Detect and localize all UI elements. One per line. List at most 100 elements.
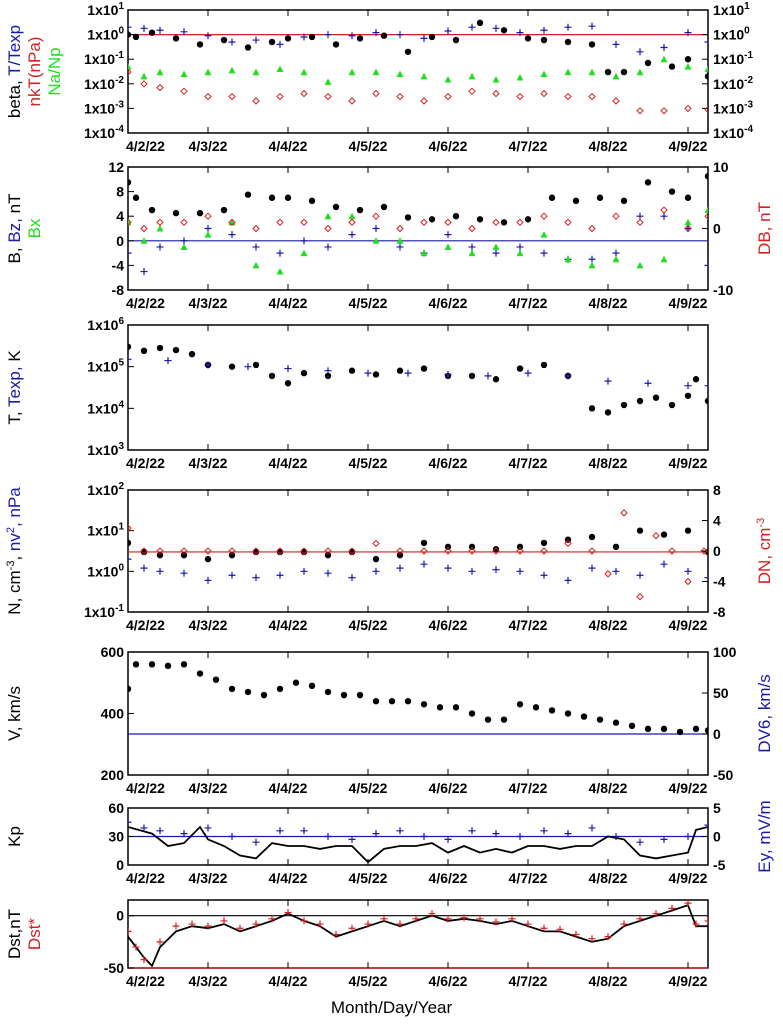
point-p4-s1-10 (348, 574, 356, 582)
left-tick-label: 600 (101, 644, 125, 660)
point-p1-s2-10 (348, 68, 356, 76)
right-tick-label: -5 (713, 857, 726, 873)
point-p3-s1-14 (684, 382, 692, 390)
point-p7-s1-29 (556, 925, 564, 933)
point-p1-s2-16 (492, 75, 500, 83)
point-p3-s0-20 (540, 361, 548, 369)
point-p3-s1-11 (564, 372, 572, 380)
point-p4-s1-8 (300, 567, 308, 575)
panel-7-series (128, 900, 708, 968)
point-p2-s1-6 (252, 243, 260, 251)
point-p4-s2-24 (652, 532, 660, 540)
point-p6-s1-20 (588, 824, 596, 832)
point-p3-s1-4 (284, 365, 292, 373)
point-p2-s0-22 (620, 197, 628, 205)
point-p1-s3-20 (588, 92, 596, 101)
x-tick-label: 4/4/22 (269, 780, 308, 796)
point-p1-s0-0 (128, 31, 132, 38)
point-p1-s2-0 (128, 63, 132, 70)
point-p4-s2-27 (700, 547, 708, 555)
point-p1-s1-5 (228, 38, 236, 46)
point-p6-s1-12 (396, 827, 404, 835)
x-tick-label: 4/2/22 (126, 295, 165, 311)
point-p5-s0-28 (564, 710, 572, 717)
point-p1-s1-25 (704, 38, 708, 46)
point-p4-s0-4 (204, 555, 212, 563)
point-p7-s1-4 (156, 938, 164, 946)
point-p4-s0-22 (636, 527, 644, 534)
point-p5-s0-17 (388, 698, 396, 705)
panel-2-left-label-2: Bx (25, 218, 44, 238)
x-tick-label: 4/6/22 (429, 870, 468, 886)
point-p7-s1-21 (428, 910, 436, 918)
point-p5-s0-34 (660, 725, 668, 733)
point-p1-s3-0 (128, 68, 132, 76)
point-p4-s1-11 (372, 567, 380, 575)
panel-7-left-label-2: Dst* (25, 918, 44, 951)
point-p1-s0-16 (476, 19, 484, 27)
point-p2-s0-11 (356, 206, 364, 214)
point-p3-s0-2 (156, 344, 164, 352)
x-tick-label: 4/3/22 (189, 455, 228, 471)
point-p4-s2-7 (276, 547, 284, 555)
point-p4-s0-0 (128, 539, 132, 547)
point-p5-s0-24 (500, 716, 508, 723)
point-p1-s0-25 (668, 63, 676, 70)
right-tick-label: -4 (713, 574, 726, 590)
right-tick-label: 0 (713, 543, 721, 559)
point-p2-s2-9 (324, 212, 332, 220)
point-p3-s0-28 (684, 392, 692, 399)
point-p4-s1-1 (140, 564, 148, 572)
point-p2-s1-21 (612, 249, 620, 257)
point-p2-s2-4 (204, 231, 212, 238)
point-p5-s0-13 (324, 688, 332, 696)
point-p3-s0-30 (704, 397, 708, 405)
point-p4-s1-13 (420, 560, 428, 568)
point-p2-s3-24 (684, 224, 692, 233)
right-tick-label: 1x101 (713, 1, 750, 18)
left-tick-label: 0 (116, 908, 124, 924)
point-p4-s2-21 (604, 570, 612, 578)
point-p5-s1-17 (397, 835, 404, 842)
point-p4-s0-14 (444, 543, 452, 551)
point-p5-s1-24 (509, 836, 516, 843)
point-p1-s0-7 (268, 38, 276, 46)
point-p7-s1-7 (204, 922, 212, 930)
point-p2-s3-1 (140, 224, 148, 233)
x-tick-label: 4/6/22 (429, 295, 468, 311)
right-tick-label: 4 (713, 513, 721, 529)
point-p2-s3-3 (180, 218, 188, 227)
point-p3-s1-12 (604, 377, 612, 385)
point-p1-s3-1 (140, 80, 148, 88)
point-p5-s1-25 (525, 821, 532, 828)
point-p1-s2-6 (252, 68, 260, 76)
point-p2-s0-15 (452, 213, 460, 220)
point-p3-s0-17 (468, 372, 476, 380)
point-p4-s2-1 (140, 547, 148, 555)
point-p1-s1-3 (180, 28, 188, 36)
point-p2-s0-24 (668, 188, 676, 195)
point-p1-s1-16 (492, 24, 500, 32)
point-p5-s0-32 (628, 722, 636, 729)
point-p1-s0-19 (540, 36, 548, 44)
panel-6-right-label: Ey, mV/m (755, 800, 774, 872)
x-tick-label: 4/3/22 (189, 138, 228, 154)
point-p1-s1-18 (540, 26, 548, 34)
point-p4-s0-17 (516, 543, 524, 551)
point-p2-s0-7 (268, 194, 276, 201)
x-tick-label: 4/8/22 (589, 617, 628, 633)
point-p3-s0-26 (652, 394, 660, 401)
right-tick-label: 10 (713, 159, 729, 175)
point-p7-s1-27 (524, 920, 532, 928)
point-p1-s0-20 (564, 38, 572, 46)
point-p1-s0-6 (244, 44, 252, 51)
point-p3-s0-9 (284, 380, 292, 387)
point-p1-s2-11 (372, 68, 380, 76)
x-tick-label: 4/9/22 (669, 617, 708, 633)
x-tick-label: 4/2/22 (126, 973, 165, 989)
point-p7-s1-20 (412, 915, 420, 923)
point-p2-s0-0 (128, 179, 132, 186)
point-p4-s1-16 (492, 566, 500, 574)
point-p2-s1-22 (636, 212, 644, 220)
